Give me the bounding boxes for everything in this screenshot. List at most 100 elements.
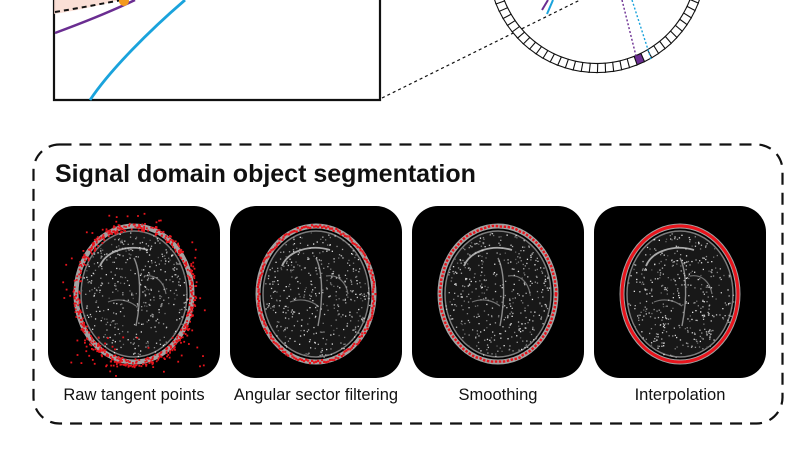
sector-point [319,361,322,364]
sector-point [269,250,272,254]
sector-point [363,328,366,331]
tangent-point [110,360,112,363]
tangent-point [80,311,83,314]
tangent-point [120,227,122,229]
tangent-point [199,365,201,368]
tangent-point [188,269,191,272]
tangent-point [190,308,193,311]
tile-image [619,223,741,365]
sector-point [351,242,354,245]
tangent-point [194,295,197,298]
tangent-point [179,248,182,251]
tangent-point [75,292,78,295]
tile-angular-sector-filtering [230,206,402,378]
sector-point [293,230,296,233]
sector-point [276,242,279,245]
caption-angular-sector-filtering: Angular sector filtering [233,386,399,404]
tangent-point [174,248,177,251]
tangent-point [108,214,111,217]
tangent-point [165,348,168,350]
tangent-point [145,364,148,367]
tangent-point [133,366,136,369]
tangent-point [96,236,99,238]
sector-point [263,263,266,266]
sector-point [300,226,304,229]
tangent-point [179,252,181,254]
caption-raw-tangent-points: Raw tangent points [63,386,205,404]
tangent-point [116,227,119,229]
sector-point [274,342,277,345]
tangent-point [191,293,193,296]
sector-point [355,244,358,247]
tangent-point [134,358,137,361]
tangent-point [82,325,85,328]
tangent-point [175,339,178,342]
tangent-point [87,248,90,251]
tangent-point [152,356,154,359]
tangent-point [186,274,189,277]
tangent-point [101,237,104,239]
sector-point [293,356,296,359]
sector-point [260,311,263,314]
tangent-point [193,277,196,280]
tangent-point [186,312,189,314]
tangent-point [130,364,133,367]
sector-point [323,360,326,363]
tangent-point [107,232,110,235]
contour-overlay [62,212,206,377]
tangent-point [121,227,124,230]
sector-point [263,327,266,330]
tangent-point [137,215,139,217]
tangent-point [188,310,191,312]
tangent-point [186,320,188,322]
tangent-point [141,223,144,226]
sector-point [372,288,375,291]
tangent-point [133,223,136,226]
tangent-point [105,364,108,367]
tangent-point [91,232,94,234]
tangent-point [82,256,85,259]
sector-point [257,283,260,286]
sector-point [372,283,375,286]
tile-image [62,212,206,377]
sector-point [259,274,262,277]
tangent-point [77,298,80,300]
tangent-point [98,351,101,353]
sector-point [257,297,260,300]
tangent-point [145,227,148,230]
tangent-point [170,346,173,349]
tangent-point [147,229,150,232]
sector-point [357,341,360,344]
tangent-point [72,290,75,293]
tangent-point [134,225,137,228]
tangent-point [194,285,197,287]
tangent-point [157,357,160,359]
tangent-point [191,290,194,293]
tangent-point [190,307,193,310]
sector-point [371,309,374,312]
sector-point [261,318,264,321]
tangent-point [73,289,75,292]
sector-point [342,232,345,235]
sector-point [334,356,337,359]
tangent-point [98,349,101,352]
tangent-point [193,275,196,277]
tangent-point [196,346,199,349]
tangent-point [135,363,138,366]
tangent-point [139,227,142,229]
tangent-point [192,261,195,264]
sector-point [358,339,362,342]
tangent-point [189,288,192,290]
tangent-point [183,340,186,343]
sector-point [367,268,370,271]
tangent-point [111,345,114,348]
sector-point [257,295,260,298]
sector-point [258,281,261,284]
tangent-point [142,229,144,232]
tangent-point [82,321,85,324]
tangent-point [115,220,118,223]
tangent-point [101,235,104,238]
sector-point [373,300,376,303]
sector-point [278,347,281,350]
tangent-point [107,354,109,356]
